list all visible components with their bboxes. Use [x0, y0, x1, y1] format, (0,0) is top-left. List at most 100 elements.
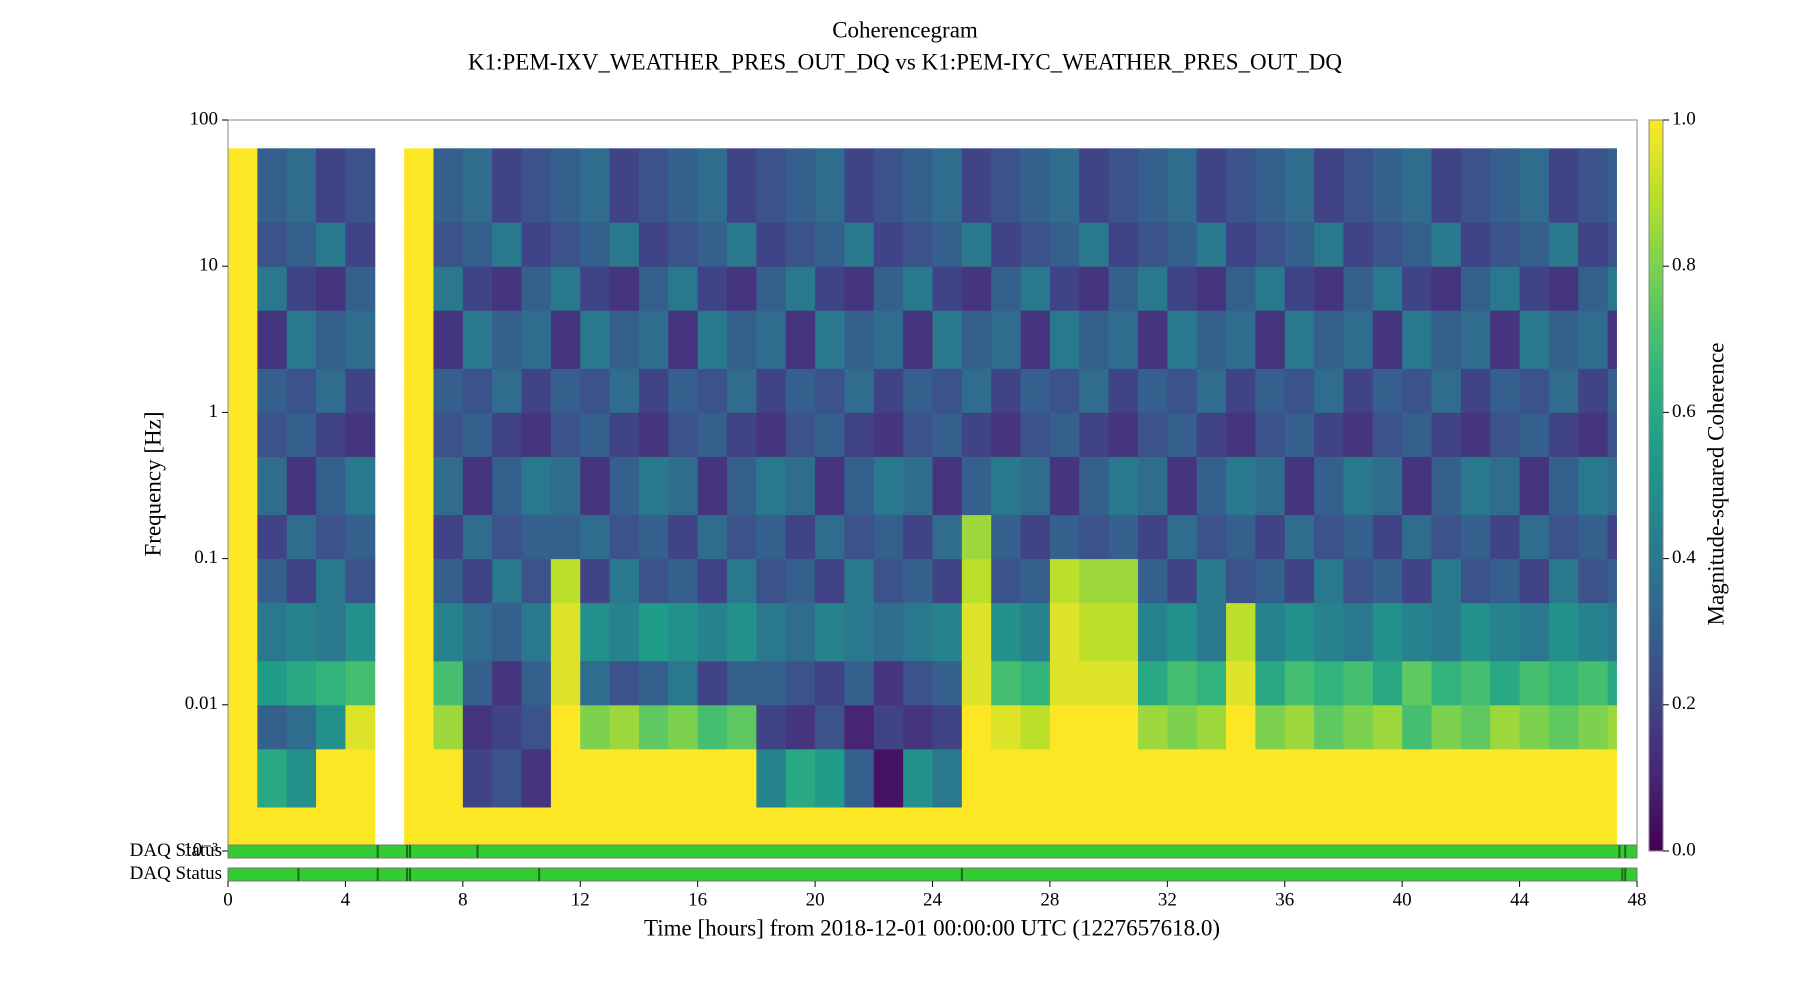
heatmap-cell: [1607, 456, 1617, 516]
heatmap-cell: [580, 514, 611, 560]
heatmap-cell: [1431, 456, 1462, 516]
heatmap-cell: [521, 222, 552, 267]
heatmap-cell: [1548, 558, 1579, 604]
heatmap-cell: [1343, 558, 1374, 604]
heatmap-cell: [1079, 222, 1110, 267]
heatmap-cell: [1607, 660, 1617, 706]
heatmap-cell: [727, 514, 757, 560]
heatmap-cell: [1049, 456, 1080, 516]
heatmap-cell: [1284, 456, 1315, 516]
heatmap-cell: [1049, 806, 1080, 852]
heatmap-cell: [609, 310, 640, 369]
heatmap-cell: [1255, 558, 1286, 604]
heatmap-cell: [1343, 456, 1374, 516]
heatmap-cell: [1490, 514, 1521, 560]
heatmap-cell: [961, 602, 992, 662]
heatmap-cell: [903, 660, 933, 706]
heatmap-cell: [668, 368, 699, 413]
heatmap-cell: [228, 368, 258, 413]
heatmap-cell: [785, 514, 816, 560]
heatmap-cell: [815, 558, 845, 604]
heatmap-cell: [1255, 148, 1286, 223]
heatmap-cell: [756, 368, 787, 413]
heatmap-cell: [345, 266, 376, 311]
y-tick-label: 1: [209, 401, 219, 422]
heatmap-cell: [1196, 310, 1227, 369]
heatmap-cell: [873, 368, 904, 413]
heatmap-cell: [1137, 266, 1168, 311]
heatmap-cell: [462, 222, 493, 267]
heatmap-cell: [727, 602, 757, 662]
heatmap-cell: [727, 368, 757, 413]
heatmap-cell: [1372, 456, 1403, 516]
heatmap-cell: [961, 368, 992, 413]
heatmap-cell: [1137, 456, 1168, 516]
heatmap-cell: [609, 456, 640, 516]
heatmap-cell: [1079, 310, 1110, 369]
heatmap-cell: [1226, 602, 1256, 662]
heatmap-cell: [1108, 310, 1139, 369]
heatmap-cell: [1343, 660, 1374, 706]
heatmap-cell: [492, 266, 523, 311]
heatmap-cell: [1431, 748, 1462, 808]
heatmap: [228, 148, 1617, 852]
heatmap-cell: [1607, 266, 1617, 311]
heatmap-cell: [1049, 266, 1080, 311]
heatmap-cell: [492, 310, 523, 369]
heatmap-cell: [815, 748, 845, 808]
heatmap-cell: [1079, 456, 1110, 516]
heatmap-cell: [668, 602, 699, 662]
heatmap-cell: [873, 748, 904, 808]
heatmap-cell: [1431, 266, 1462, 311]
heatmap-cell: [228, 514, 258, 560]
heatmap-cell: [433, 412, 464, 457]
heatmap-cell: [668, 412, 699, 457]
heatmap-cell: [1137, 222, 1168, 267]
heatmap-cell: [1314, 748, 1344, 808]
heatmap-cell: [1049, 514, 1080, 560]
heatmap-cell: [1196, 266, 1227, 311]
heatmap-cell: [550, 514, 581, 560]
heatmap-cell: [433, 266, 464, 311]
heatmap-cell: [668, 748, 699, 808]
heatmap-cell: [844, 558, 875, 604]
heatmap-cell: [903, 514, 933, 560]
heatmap-cell: [1578, 412, 1609, 457]
x-tick-label: 4: [341, 889, 351, 910]
heatmap-cell: [1343, 266, 1374, 311]
heatmap-cell: [932, 514, 963, 560]
heatmap-cell: [1460, 368, 1491, 413]
heatmap-cell: [1607, 558, 1617, 604]
heatmap-cell: [433, 704, 464, 750]
heatmap-cell: [1490, 602, 1521, 662]
heatmap-cell: [1372, 602, 1403, 662]
heatmap-cell: [521, 602, 552, 662]
heatmap-cell: [286, 368, 317, 413]
heatmap-cell: [991, 748, 1022, 808]
heatmap-cell: [1108, 514, 1139, 560]
heatmap-cell: [580, 148, 611, 223]
heatmap-cell: [1460, 806, 1491, 852]
heatmap-cell: [1578, 748, 1609, 808]
heatmap-cell: [580, 310, 611, 369]
heatmap-cell: [580, 456, 611, 516]
heatmap-cell: [316, 806, 346, 852]
heatmap-cell: [492, 748, 523, 808]
heatmap-cell: [1137, 558, 1168, 604]
heatmap-cell: [1167, 558, 1198, 604]
heatmap-cell: [815, 806, 845, 852]
heatmap-cell: [404, 748, 434, 808]
heatmap-cell: [316, 660, 346, 706]
heatmap-cell: [1519, 602, 1550, 662]
heatmap-cell: [580, 704, 611, 750]
heatmap-cell: [521, 660, 552, 706]
heatmap-cell: [932, 748, 963, 808]
heatmap-cell: [492, 456, 523, 516]
heatmap-cell: [1519, 806, 1550, 852]
heatmap-cell: [286, 310, 317, 369]
heatmap-cell: [1020, 748, 1051, 808]
x-tick-label: 12: [571, 889, 590, 910]
chart-title: Coherencegram: [832, 17, 978, 42]
heatmap-cell: [1343, 704, 1374, 750]
heatmap-cell: [404, 456, 434, 516]
